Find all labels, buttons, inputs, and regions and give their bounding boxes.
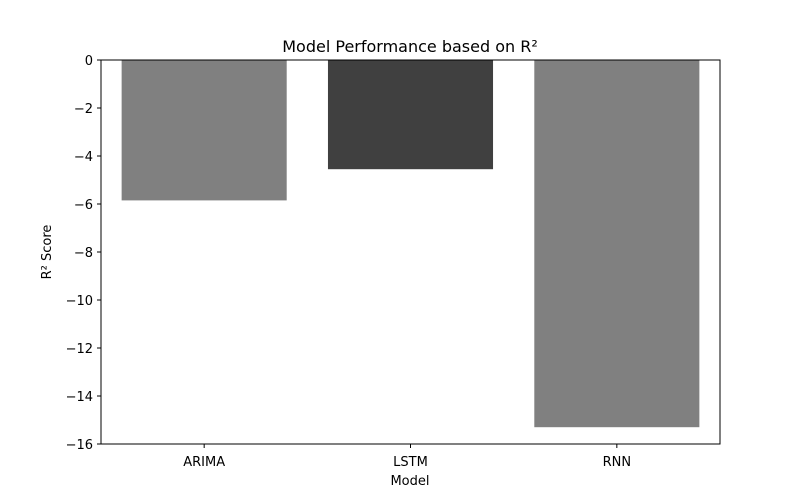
y-tick-label: −10 bbox=[66, 294, 93, 309]
y-axis-label: R² Score bbox=[40, 225, 55, 280]
y-tick-label: −2 bbox=[74, 102, 93, 117]
y-axis-ticks: 0 −2 −4 −6 −8 −10 −12 −14 −16 bbox=[66, 54, 101, 453]
x-axis-label: Model bbox=[390, 474, 429, 489]
x-tick-label: ARIMA bbox=[183, 455, 225, 470]
y-tick-label: −8 bbox=[74, 246, 93, 261]
y-tick-label: −6 bbox=[74, 198, 93, 213]
bar-rnn bbox=[534, 60, 700, 428]
y-tick-label: −14 bbox=[66, 390, 93, 405]
x-tick-label: LSTM bbox=[393, 455, 428, 470]
bars-group bbox=[121, 60, 700, 428]
chart-title: Model Performance based on R² bbox=[282, 37, 538, 56]
bar-arima bbox=[121, 60, 287, 201]
y-tick-label: 0 bbox=[85, 54, 93, 69]
x-axis-ticks: ARIMA LSTM RNN bbox=[183, 444, 631, 470]
bar-lstm bbox=[327, 60, 494, 170]
plot-frame bbox=[100, 59, 721, 445]
y-tick-label: −12 bbox=[66, 342, 93, 357]
y-tick-label: −4 bbox=[74, 150, 93, 165]
y-tick-label: −16 bbox=[66, 438, 93, 453]
x-tick-label: RNN bbox=[603, 455, 631, 470]
